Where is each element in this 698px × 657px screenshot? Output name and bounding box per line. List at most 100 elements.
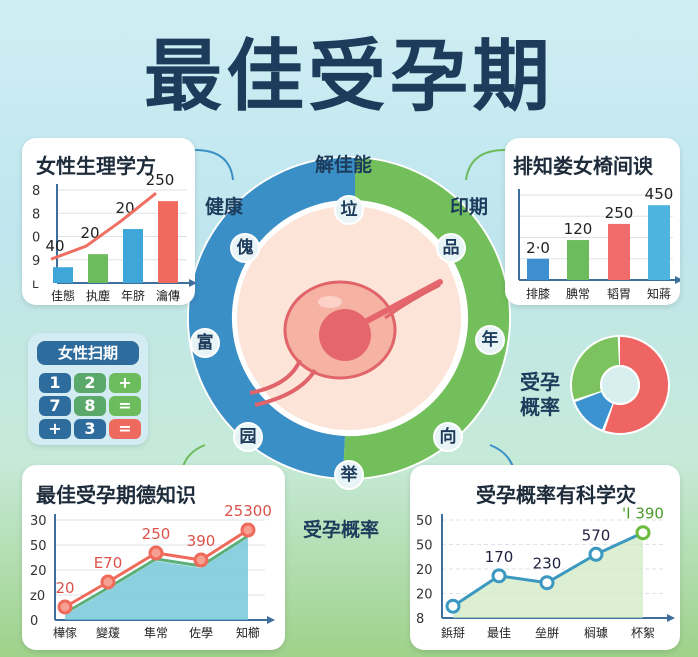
calculator-key[interactable]: 3: [74, 419, 106, 439]
area-fill: [65, 538, 248, 620]
ring-label-bottom: 受孕概率: [303, 519, 380, 541]
ring-badge: 年: [475, 325, 505, 355]
x-axis-arrow: [675, 276, 680, 284]
donut-label-line2: 概率: [520, 395, 560, 419]
data-label: 2·0: [526, 239, 550, 257]
x-axis-arrow: [189, 279, 195, 287]
data-label: 250: [146, 171, 175, 189]
x-category-label: 變蕿: [96, 625, 120, 640]
ring-blue-segment: [188, 157, 355, 478]
x-category-label: 知櫛: [236, 626, 260, 640]
calculator-key[interactable]: 1: [39, 373, 71, 393]
data-label: 20: [55, 579, 74, 597]
area-fill: [453, 532, 643, 618]
y-tick-label: 20: [30, 564, 47, 579]
data-point: [539, 575, 555, 591]
x-category-label: 腆常: [566, 287, 590, 301]
y-tick-label: 8: [32, 184, 40, 199]
page-title: 最佳受孕期: [143, 32, 554, 122]
ring-label-left: 健康: [205, 196, 244, 218]
card-title: 最佳受孕期德知识: [36, 483, 196, 507]
y-tick-label: 50: [416, 514, 433, 529]
data-label: 250: [142, 525, 171, 543]
ring-label-right: 印期: [450, 196, 489, 218]
card-title: 排知娄女椅间谀: [513, 154, 653, 178]
y-tick-label: 9: [32, 254, 40, 269]
chart-svg: 2·0 120 250 450 排膝 腆常 韬胃 知蔣: [518, 185, 680, 301]
data-point: [445, 598, 461, 614]
cycle-calculator: 女性扫期 1 2 +7 8 = +3 =: [28, 333, 148, 445]
bar: [158, 201, 178, 283]
y-tick-label: 20: [416, 563, 433, 578]
x-category-label: 榈璩: [584, 625, 608, 640]
data-label: 170: [485, 548, 514, 566]
x-category-label: 隼常: [144, 625, 168, 640]
x-category-label: 执塵: [86, 288, 110, 303]
y-tick-label: 8: [32, 207, 40, 222]
bar: [527, 258, 549, 280]
x-category-label: 佳態: [51, 288, 75, 303]
y-tick-label: 50: [416, 539, 433, 554]
y-tick-label: ʟ: [32, 277, 39, 292]
data-label: 20: [80, 224, 99, 242]
calculator-key[interactable]: +: [39, 419, 71, 439]
x-axis-arrow: [667, 614, 675, 622]
data-point: [588, 546, 604, 562]
x-category-label: 年脐: [121, 288, 145, 303]
ring-badge: 品: [436, 233, 466, 263]
ring-badge: 园: [233, 422, 263, 452]
y-tick-label: 0: [30, 614, 38, 629]
calculator-key[interactable]: 2: [74, 373, 106, 393]
data-point: [240, 522, 256, 538]
calculator-key[interactable]: 7: [39, 396, 71, 416]
data-point: [148, 545, 164, 561]
data-point: [491, 568, 507, 584]
calculator-key[interactable]: +: [109, 373, 141, 393]
x-category-label: 佐學: [189, 626, 213, 640]
card-title: 受孕概率有科学灾: [476, 483, 636, 507]
bar: [608, 223, 630, 280]
y-tick-label: 8: [416, 612, 424, 627]
calculator-key[interactable]: =: [109, 419, 141, 439]
y-tick-label: z0: [30, 589, 45, 604]
bar: [567, 240, 589, 280]
best-period-knowledge-card: 最佳受孕期德知识 30 50 20 z0 0 20 E70 250 390 25300 樺傢 變蕿 隼常…: [22, 465, 285, 650]
data-label: 230: [533, 555, 562, 573]
data-point: [635, 525, 651, 541]
bar: [53, 267, 73, 283]
chart-svg: 50 50 20 20 8 170 230 570 'I 390 鋲搿 最佳 垒腁 榈璩 杯絮: [416, 505, 675, 640]
data-point: [100, 574, 116, 590]
ring-badge: 富: [190, 328, 220, 358]
x-category-label: 排膝: [526, 287, 550, 301]
ring-badge: 向: [433, 422, 463, 452]
female-physiology-card: 女性生理学方 8 8 0 9 ʟ 40 20 20 250 佳態 执塵 年脐 瀹傳: [22, 138, 195, 305]
data-label: 25300: [224, 502, 272, 520]
bar: [88, 254, 108, 283]
calculator-title: 女性扫期: [37, 341, 139, 365]
y-tick-label: 0: [32, 231, 40, 246]
data-point: [57, 599, 73, 615]
probability-donut: [570, 335, 670, 435]
data-label: 'I 390: [622, 505, 664, 523]
data-label: E70: [94, 554, 123, 572]
x-category-label: 最佳: [487, 626, 511, 640]
x-category-label: 樺傢: [53, 626, 77, 640]
x-category-label: 垒腁: [535, 626, 559, 640]
ovulation-bar-card: 排知娄女椅间谀 2·0 120 250 450 排膝 腆常 韬胃 知蔣: [505, 138, 680, 305]
calculator-key[interactable]: 8: [74, 396, 106, 416]
ring-badge: 举: [334, 460, 364, 490]
donut-hole: [600, 365, 640, 405]
calculator-key[interactable]: =: [109, 396, 141, 416]
ring-green-segment: [343, 158, 510, 479]
donut-label-line1: 受孕: [520, 370, 560, 394]
donut-segment: [572, 337, 668, 433]
data-label: 390: [187, 532, 216, 550]
ring-badge: 傀: [230, 233, 260, 263]
x-category-label: 瀹傳: [156, 288, 180, 303]
x-category-label: 鋲搿: [441, 625, 465, 640]
data-point: [193, 552, 209, 568]
card-title: 女性生理学方: [36, 154, 156, 178]
data-label: 570: [582, 526, 611, 544]
